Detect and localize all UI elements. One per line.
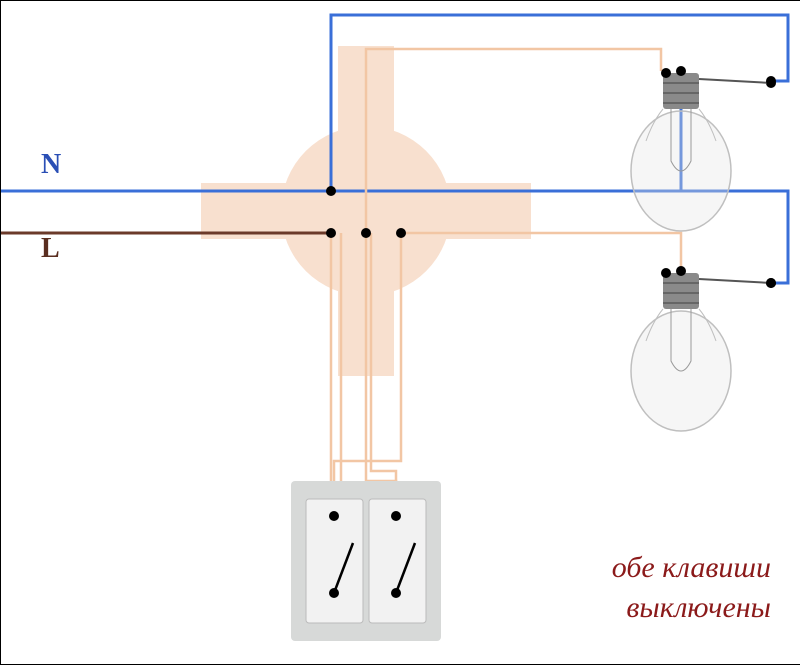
caption-line-2: выключены — [626, 591, 771, 625]
caption-line-1: обе клавиши — [612, 551, 771, 585]
connection-node — [766, 278, 776, 288]
connection-node — [326, 228, 336, 238]
neutral-label: N — [41, 149, 61, 181]
light-bulb-1 — [631, 68, 776, 231]
line-label: L — [41, 233, 60, 265]
connection-node — [396, 228, 406, 238]
wiring-diagram: N L обе клавиши выключены — [0, 0, 800, 665]
connection-node — [766, 76, 776, 86]
connection-node — [361, 228, 371, 238]
connection-node — [326, 186, 336, 196]
connection-node — [676, 266, 686, 276]
double-switch — [291, 481, 441, 641]
light-bulb-2 — [631, 268, 776, 431]
connection-node — [676, 66, 686, 76]
